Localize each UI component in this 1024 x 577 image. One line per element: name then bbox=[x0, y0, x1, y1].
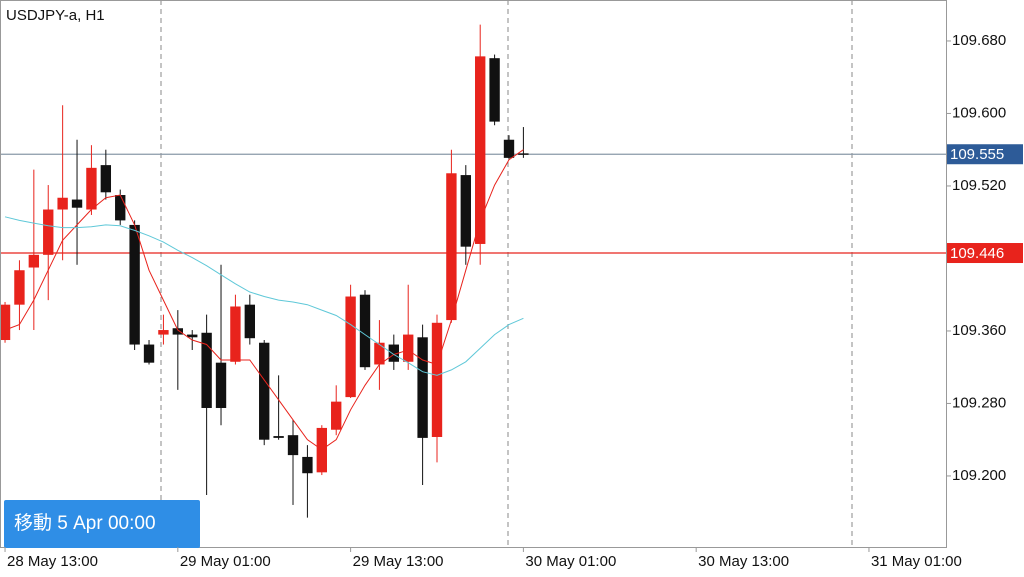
candle-body bbox=[115, 195, 126, 221]
candle-body bbox=[230, 306, 241, 362]
jump-button[interactable] bbox=[4, 500, 200, 548]
candle-body bbox=[403, 334, 414, 362]
candle-body bbox=[446, 173, 457, 321]
candle-body bbox=[374, 342, 385, 365]
candle-body bbox=[460, 175, 471, 247]
candle-body bbox=[0, 304, 11, 341]
candle-body bbox=[71, 199, 83, 208]
plot-area bbox=[0, 24, 946, 518]
candle-body bbox=[503, 139, 515, 158]
y-tick-label: 109.360 bbox=[952, 322, 1006, 339]
candle-body bbox=[100, 165, 112, 193]
level-label-box bbox=[947, 243, 1023, 264]
candle-body bbox=[259, 342, 270, 440]
candle-body bbox=[28, 254, 40, 268]
x-tick-label: 29 May 01:00 bbox=[180, 553, 271, 570]
candle-body bbox=[518, 153, 529, 155]
y-tick-label: 109.280 bbox=[952, 394, 1006, 411]
candle-body bbox=[187, 334, 198, 338]
candle-body bbox=[14, 270, 25, 305]
x-tick-label: 28 May 13:00 bbox=[7, 553, 98, 570]
candle-body bbox=[388, 344, 399, 362]
y-tick-label: 109.680 bbox=[952, 32, 1006, 49]
y-tick-label: 109.520 bbox=[952, 177, 1006, 194]
x-tick-label: 30 May 13:00 bbox=[698, 553, 789, 570]
candle-body bbox=[86, 167, 97, 210]
candle-body bbox=[172, 328, 184, 335]
candle-body bbox=[302, 456, 313, 474]
candle-body bbox=[345, 296, 356, 398]
candle-body bbox=[489, 58, 500, 122]
candle-body bbox=[417, 337, 428, 438]
y-tick-label: 109.200 bbox=[952, 467, 1006, 484]
level-label-box bbox=[947, 144, 1023, 165]
moving-average bbox=[4, 149, 524, 451]
candle-body bbox=[331, 401, 342, 430]
candle-body bbox=[244, 304, 256, 339]
candle-body bbox=[475, 56, 486, 244]
candle-body bbox=[201, 332, 212, 408]
jump-button-label[interactable]: 移動 5 Apr 00:00 bbox=[14, 512, 156, 534]
level-label: 109.555 bbox=[950, 146, 1004, 163]
candle-body bbox=[143, 344, 155, 363]
level-label: 109.446 bbox=[950, 245, 1004, 262]
chart-title: USDJPY-a, H1 bbox=[6, 7, 105, 24]
moving-average bbox=[4, 216, 524, 376]
candle-body bbox=[215, 362, 227, 408]
candle-body bbox=[273, 436, 284, 438]
candle-body bbox=[129, 224, 140, 345]
candle-body bbox=[57, 197, 68, 210]
x-tick-label: 31 May 01:00 bbox=[871, 553, 962, 570]
candle-body bbox=[287, 435, 299, 456]
plot-border bbox=[0, 0, 947, 548]
x-tick-label: 29 May 13:00 bbox=[353, 553, 444, 570]
candle-body bbox=[431, 322, 443, 437]
x-tick-label: 30 May 01:00 bbox=[525, 553, 616, 570]
candle-body bbox=[43, 209, 54, 255]
y-tick-label: 109.600 bbox=[952, 104, 1006, 121]
candle-body bbox=[158, 330, 169, 335]
candle-body bbox=[359, 294, 371, 368]
